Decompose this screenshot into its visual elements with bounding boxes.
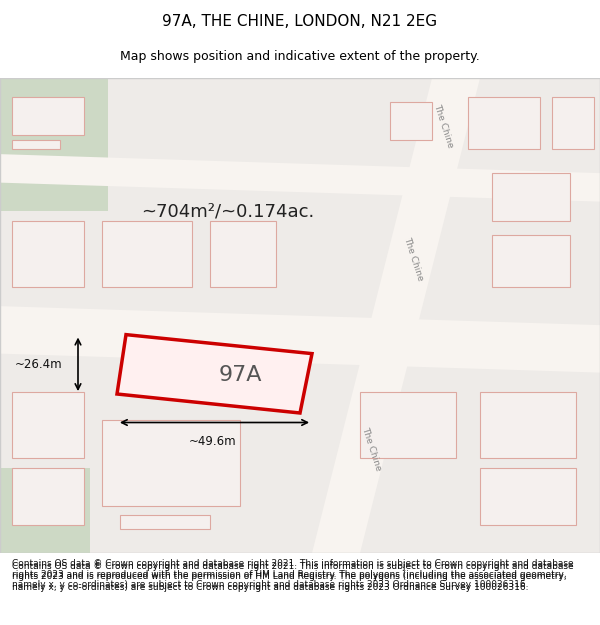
Polygon shape bbox=[12, 392, 84, 458]
Polygon shape bbox=[552, 97, 594, 149]
Polygon shape bbox=[480, 392, 576, 458]
Text: ~49.6m: ~49.6m bbox=[189, 435, 237, 448]
Polygon shape bbox=[360, 392, 456, 458]
Text: The Chine: The Chine bbox=[433, 102, 455, 149]
Polygon shape bbox=[390, 102, 432, 140]
Polygon shape bbox=[102, 221, 192, 287]
Polygon shape bbox=[102, 420, 240, 506]
Text: 97A: 97A bbox=[218, 365, 262, 385]
Polygon shape bbox=[492, 173, 570, 221]
Polygon shape bbox=[312, 78, 480, 553]
Text: The Chine: The Chine bbox=[403, 236, 425, 282]
Text: ~704m²/~0.174ac.: ~704m²/~0.174ac. bbox=[142, 202, 314, 220]
Polygon shape bbox=[0, 468, 90, 553]
Polygon shape bbox=[117, 334, 312, 413]
Text: The Chine: The Chine bbox=[361, 426, 383, 472]
Polygon shape bbox=[12, 221, 84, 287]
Text: Contains OS data © Crown copyright and database right 2021. This information is : Contains OS data © Crown copyright and d… bbox=[12, 559, 574, 589]
Polygon shape bbox=[468, 97, 540, 149]
Polygon shape bbox=[12, 97, 84, 135]
Polygon shape bbox=[210, 221, 276, 287]
Text: 97A, THE CHINE, LONDON, N21 2EG: 97A, THE CHINE, LONDON, N21 2EG bbox=[163, 14, 437, 29]
Polygon shape bbox=[0, 154, 600, 202]
Text: Map shows position and indicative extent of the property.: Map shows position and indicative extent… bbox=[120, 50, 480, 62]
Polygon shape bbox=[480, 468, 576, 524]
Polygon shape bbox=[0, 78, 108, 211]
Polygon shape bbox=[120, 515, 210, 529]
Polygon shape bbox=[0, 306, 600, 372]
Polygon shape bbox=[12, 140, 60, 149]
Text: ~26.4m: ~26.4m bbox=[15, 357, 63, 371]
Polygon shape bbox=[12, 468, 84, 524]
Polygon shape bbox=[492, 235, 570, 287]
Text: Contains OS data © Crown copyright and database right 2021. This information is : Contains OS data © Crown copyright and d… bbox=[12, 562, 574, 591]
